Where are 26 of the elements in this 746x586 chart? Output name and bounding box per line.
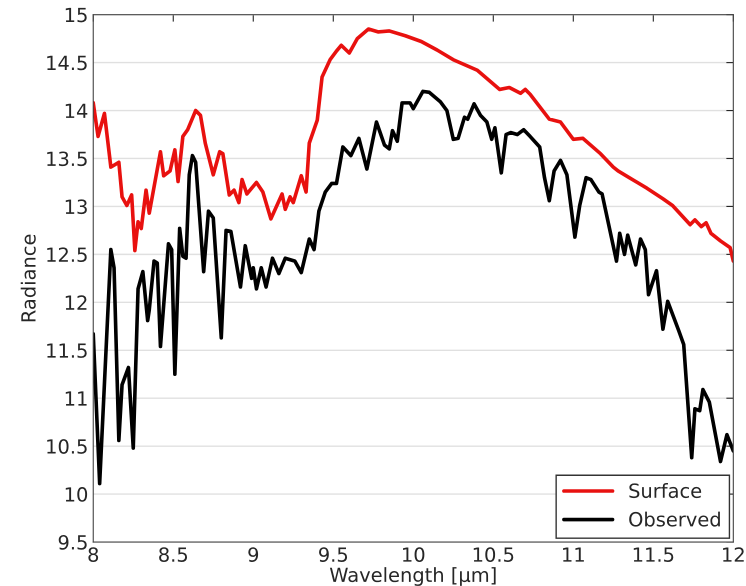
y-tick-label: 10	[66, 487, 88, 502]
x-tick-label: 9	[248, 547, 258, 562]
line-series	[93, 27, 734, 263]
y-tick-label: 11	[66, 391, 87, 406]
y-tick-label: 14.5	[47, 56, 87, 70]
y-tick-label: 13	[66, 199, 87, 214]
y-tick-label: 12	[66, 295, 86, 310]
y-tick-label: 10.5	[47, 439, 87, 454]
x-tick-label: 10	[403, 547, 424, 562]
y-tick-label: 9.5	[58, 535, 87, 550]
y-tick-label: 13.5	[47, 151, 87, 166]
y-tick-label: 15	[66, 8, 87, 22]
x-axis-title: Wavelength [μm]	[330, 567, 496, 586]
x-tick-label: 11	[563, 548, 584, 562]
x-tick-label: 8.5	[159, 547, 188, 562]
x-tick-label: 11.5	[634, 548, 674, 562]
x-tick-label: 12	[723, 547, 744, 562]
x-tick-label: 8	[88, 547, 98, 562]
y-tick-label: 11.5	[47, 343, 87, 358]
y-tick-label: 12.5	[47, 247, 87, 262]
x-tick-label: 9.5	[319, 547, 348, 562]
y-tick-label: 14	[66, 104, 88, 118]
legend-label: Observed	[629, 512, 720, 527]
y-axis-title: Radiance	[20, 234, 36, 322]
x-tick-label: 10.5	[474, 547, 514, 562]
legend-label: Surface	[629, 483, 702, 498]
